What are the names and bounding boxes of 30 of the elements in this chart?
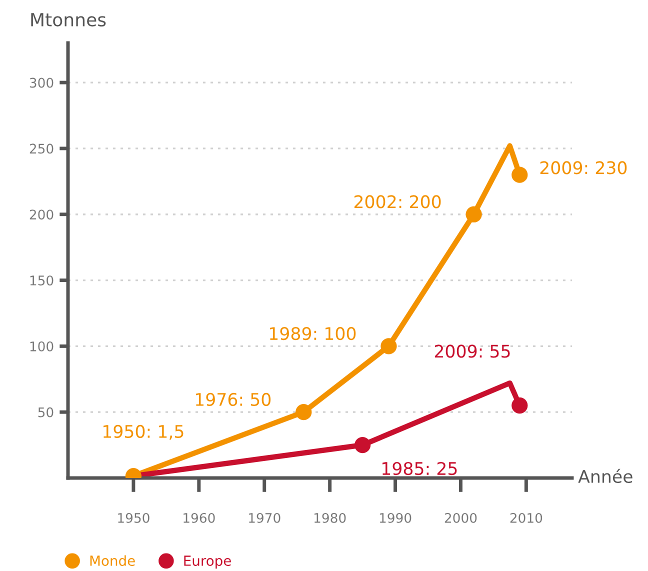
- data-label: 2009: 230: [540, 161, 627, 174]
- y-tick-label: 150: [30, 275, 54, 286]
- y-tick-label: 300: [30, 78, 54, 88]
- data-label: 2009: 55: [434, 344, 510, 358]
- x-tick-label: 2000: [444, 512, 477, 523]
- legend-label: Europe: [184, 556, 231, 569]
- data-label: 1950: 1,5: [104, 424, 184, 440]
- legend-label: Monde: [90, 555, 135, 566]
- data-label: 1976: 50: [196, 392, 271, 406]
- data-label: 1985: 25: [382, 462, 457, 476]
- x-tick-label: 1950: [118, 512, 150, 523]
- y-axis-title: Mtonnes: [31, 13, 106, 26]
- y-tick-label: 100: [30, 341, 54, 352]
- y-tick-label: 250: [30, 144, 54, 154]
- data-label: 2002: 200: [354, 195, 441, 208]
- point: [354, 436, 371, 454]
- x-axis-title: Année: [578, 468, 632, 484]
- point: [466, 206, 482, 222]
- point: [512, 166, 528, 183]
- x-tick-label: 1960: [184, 512, 215, 523]
- y-tick-label: 50: [38, 407, 54, 418]
- x-tick-label: 1990: [380, 512, 412, 523]
- data-label: 1989: 100: [270, 326, 356, 340]
- point: [380, 338, 397, 354]
- x-tick-label: 1970: [249, 512, 280, 523]
- point: [296, 404, 312, 420]
- y-tick-label: 200: [30, 210, 54, 220]
- x-tick-label: 1980: [314, 512, 346, 523]
- x-tick-label: 2010: [510, 512, 542, 523]
- point: [512, 397, 528, 414]
